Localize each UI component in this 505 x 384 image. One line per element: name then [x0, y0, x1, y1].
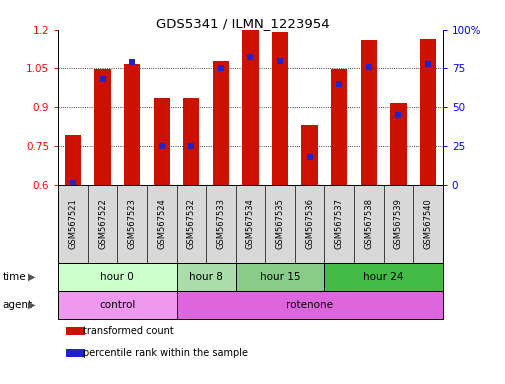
Text: GSM567533: GSM567533: [216, 198, 225, 249]
Bar: [360, 40, 376, 185]
Text: GSM567524: GSM567524: [157, 198, 166, 249]
Text: hour 24: hour 24: [363, 271, 403, 281]
Point: [305, 154, 313, 160]
Point: [217, 65, 225, 71]
Point: [69, 180, 77, 186]
Bar: [58, 291, 176, 318]
Text: hour 0: hour 0: [100, 271, 134, 281]
Text: hour 15: hour 15: [259, 271, 299, 281]
Text: hour 8: hour 8: [189, 271, 223, 281]
Text: ▶: ▶: [28, 300, 35, 310]
Bar: [324, 263, 442, 291]
Bar: [65, 136, 81, 185]
Text: GSM567539: GSM567539: [393, 198, 402, 249]
Bar: [66, 349, 85, 357]
Point: [364, 64, 372, 70]
Bar: [58, 263, 176, 291]
Text: agent: agent: [3, 300, 33, 310]
Text: GSM567521: GSM567521: [68, 198, 77, 249]
Text: GSM567535: GSM567535: [275, 198, 284, 249]
Point: [334, 81, 342, 87]
Bar: [330, 69, 346, 185]
Bar: [242, 30, 258, 185]
Bar: [212, 61, 229, 185]
Bar: [94, 69, 111, 185]
Point: [246, 55, 254, 61]
Bar: [271, 32, 288, 185]
Bar: [419, 38, 435, 185]
Text: transformed count: transformed count: [83, 326, 174, 336]
Text: GSM567532: GSM567532: [186, 198, 195, 249]
Bar: [176, 291, 442, 318]
Bar: [154, 98, 170, 185]
Text: ▶: ▶: [28, 271, 35, 281]
Text: control: control: [99, 300, 135, 310]
Text: GSM567540: GSM567540: [423, 198, 432, 249]
Bar: [124, 65, 140, 185]
Text: GSM567538: GSM567538: [364, 198, 373, 249]
Bar: [389, 103, 406, 185]
Point: [187, 143, 195, 149]
Point: [423, 61, 431, 67]
Text: GSM567522: GSM567522: [98, 198, 107, 249]
Point: [128, 59, 136, 65]
Text: GSM567534: GSM567534: [245, 198, 255, 249]
Text: rotenone: rotenone: [285, 300, 332, 310]
Point: [158, 143, 166, 149]
Bar: [66, 327, 85, 335]
Text: percentile rank within the sample: percentile rank within the sample: [83, 348, 247, 358]
Bar: [235, 263, 324, 291]
Text: time: time: [3, 271, 26, 281]
Text: GSM567523: GSM567523: [127, 198, 136, 249]
Point: [393, 112, 401, 118]
Text: GSM567536: GSM567536: [305, 198, 314, 249]
Bar: [176, 263, 235, 291]
Text: GDS5341 / ILMN_1223954: GDS5341 / ILMN_1223954: [156, 17, 329, 30]
Point: [275, 58, 283, 64]
Text: GSM567537: GSM567537: [334, 198, 343, 249]
Bar: [183, 98, 199, 185]
Point: [98, 76, 107, 82]
Bar: [301, 125, 317, 185]
